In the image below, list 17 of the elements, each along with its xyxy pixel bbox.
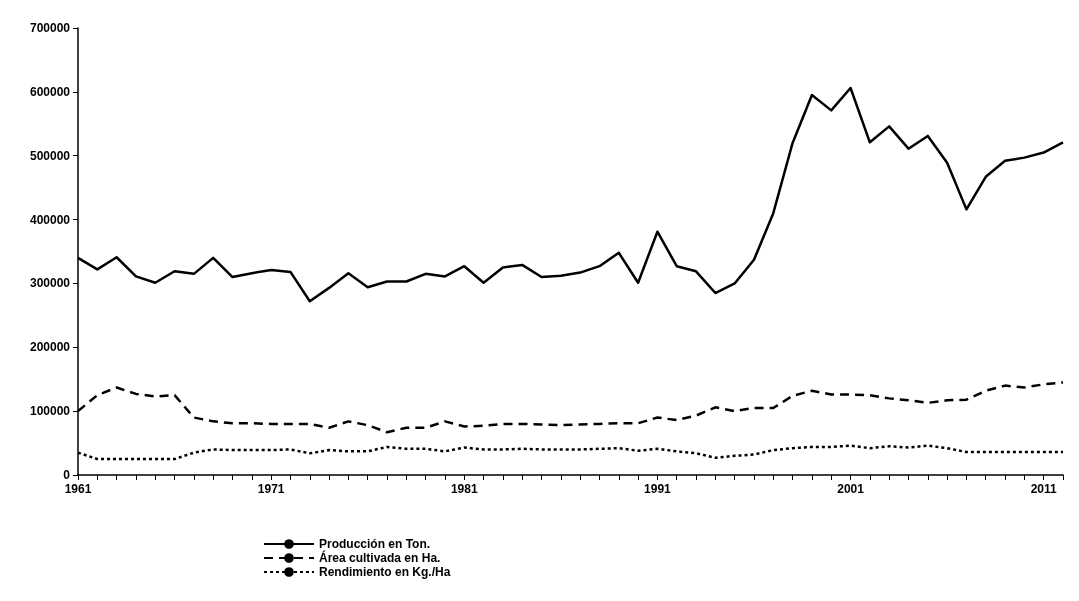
y-tick-label: 100000 bbox=[29, 404, 71, 419]
y-tick-label: 300000 bbox=[29, 276, 71, 291]
x-tick-label: 1971 bbox=[257, 482, 285, 496]
y-tick-label: 500000 bbox=[29, 148, 71, 163]
y-tick-label: 0 bbox=[63, 468, 71, 482]
y-tick-label: 600000 bbox=[29, 84, 71, 99]
x-tick-label: 1991 bbox=[644, 482, 672, 496]
legend-label: Área cultivada en Ha. bbox=[319, 550, 441, 565]
legend-label: Rendimiento en Kg./Ha bbox=[319, 565, 451, 579]
x-tick-label: 2011 bbox=[1030, 482, 1058, 496]
y-tick-label: 700000 bbox=[29, 21, 71, 35]
y-tick-label: 200000 bbox=[29, 340, 71, 355]
x-tick-label: 1961 bbox=[64, 482, 92, 496]
y-tick-label: 400000 bbox=[29, 212, 71, 227]
x-tick-label: 1981 bbox=[450, 482, 478, 496]
legend-label: Producción en Ton. bbox=[319, 537, 431, 551]
x-tick-label: 2001 bbox=[837, 482, 865, 496]
